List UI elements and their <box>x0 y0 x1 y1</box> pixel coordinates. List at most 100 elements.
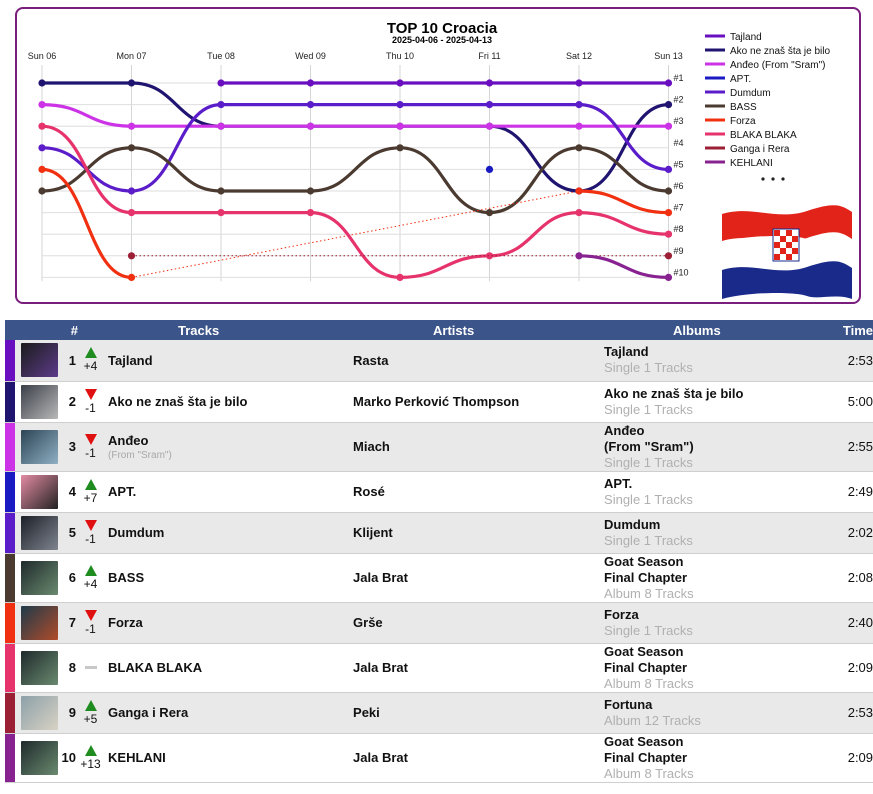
header-num: # <box>70 322 79 338</box>
rank-change-value: -1 <box>85 621 96 636</box>
x-tick-label: Sun 06 <box>28 51 57 61</box>
series-point <box>38 79 46 87</box>
track-title[interactable]: Tajland <box>108 352 153 368</box>
album-track-count: Single 1 Tracks <box>604 532 693 548</box>
album-cover-image[interactable] <box>21 695 58 730</box>
track-duration: 2:55 <box>847 439 873 454</box>
legend-label: Ako ne znaš šta je bilo <box>730 46 830 57</box>
rank-label: #2 <box>674 95 684 105</box>
series-point <box>396 273 404 281</box>
album-title-line[interactable]: (From "Sram") <box>604 438 694 454</box>
table-row[interactable]: 5 -1 Dumdum Klijent Dumdum Single 1 Tracks 2:0… <box>5 512 873 553</box>
album-cell: Ako ne znaš šta je bilo Single 1 Tracks <box>577 381 797 422</box>
album-track-count: Single 1 Tracks <box>604 622 693 638</box>
album-cover-image[interactable] <box>21 429 58 464</box>
track-title[interactable]: Forza <box>108 615 143 630</box>
series-point <box>38 165 46 173</box>
artist-name[interactable]: Peki <box>353 705 380 720</box>
table-row[interactable]: 2 -1 Ako ne znaš šta je bilo Marko Perković… <box>5 381 873 422</box>
album-title-line[interactable]: Fortuna <box>604 696 653 712</box>
rank-label: #4 <box>674 138 684 148</box>
album-title-line[interactable]: Goat Season <box>604 733 684 749</box>
artist-name[interactable]: Rosé <box>353 484 385 499</box>
album-title-line[interactable]: Goat Season <box>604 643 684 659</box>
track-title[interactable]: APT. <box>108 484 137 499</box>
album-cover-image[interactable] <box>21 515 58 550</box>
table-row[interactable]: 3 -1 Anđeo (From "Sram") Miach Anđeo (From "Sr… <box>5 422 873 471</box>
series-point <box>664 252 673 260</box>
header-time[interactable]: Time <box>842 322 873 338</box>
header-albums[interactable]: Albums <box>673 322 721 338</box>
series-line <box>577 189 671 215</box>
rank-position: 2 <box>68 394 77 409</box>
track-title[interactable]: BLAKA BLAKA <box>108 660 203 675</box>
track-title[interactable]: Ganga i Rera <box>108 705 189 720</box>
track-title[interactable]: Dumdum <box>108 525 165 540</box>
table-header: # Tracks Artists Albums Time <box>5 320 873 340</box>
rank-label: #3 <box>674 116 684 126</box>
tracks-table: # Tracks Artists Albums Time 1 +4 Tajland R… <box>5 320 873 783</box>
series-point <box>664 79 673 87</box>
series-point <box>485 165 494 173</box>
legend-label: Dumdum <box>730 88 771 99</box>
album-title-line[interactable]: Forza <box>604 606 639 622</box>
header-tracks[interactable]: Tracks <box>178 322 220 338</box>
header-artists[interactable]: Artists <box>433 322 475 338</box>
x-tick-label: Tue 08 <box>207 51 235 61</box>
album-cover-image[interactable] <box>21 384 58 419</box>
x-tick-label: Mon 07 <box>116 51 146 61</box>
album-cover-image[interactable] <box>21 560 58 595</box>
rank-change-value: +13 <box>80 756 101 771</box>
row-color-strip <box>5 381 15 422</box>
table-row[interactable]: 8 BLAKA BLAKA Jala Brat Goat Season Final Ch… <box>5 643 873 692</box>
album-title-line[interactable]: Dumdum <box>604 516 661 532</box>
album-title-line[interactable]: Final Chapter <box>604 569 688 585</box>
album-title-line[interactable]: Final Chapter <box>604 749 688 765</box>
cover-cell <box>15 340 58 381</box>
album-title-line[interactable]: Final Chapter <box>604 659 688 675</box>
track-title[interactable]: Anđeo <box>108 432 149 448</box>
legend-label: Anđeo (From "Sram") <box>730 60 825 71</box>
rank-change-value: +7 <box>83 490 98 505</box>
artist-name[interactable]: Jala Brat <box>353 750 408 765</box>
series-point <box>664 122 673 130</box>
rank-change-value: -1 <box>85 531 96 546</box>
series-point <box>306 209 315 217</box>
series-point <box>485 252 494 260</box>
flag-blue-stripe <box>722 261 852 299</box>
album-cover-image[interactable] <box>21 343 58 378</box>
track-title[interactable]: Ako ne znaš šta je bilo <box>108 394 248 409</box>
album-title-line[interactable]: Goat Season <box>604 553 684 569</box>
table-row[interactable]: 10 +13 KEHLANI Jala Brat Goat Season Final Ch… <box>5 733 873 782</box>
album-cell: Goat Season Final Chapter Album 8 Tracks <box>577 643 797 692</box>
album-cover-image[interactable] <box>21 474 58 509</box>
album-cell: APT. Single 1 Tracks <box>577 471 797 512</box>
album-track-count: Album 8 Tracks <box>604 765 694 781</box>
artist-name[interactable]: Jala Brat <box>353 660 408 675</box>
artist-name[interactable]: Jala Brat <box>353 570 408 585</box>
album-title-line[interactable]: APT. <box>604 475 633 491</box>
artist-name[interactable]: Rasta <box>353 352 389 368</box>
track-title[interactable]: BASS <box>108 570 145 585</box>
table-row[interactable]: 7 -1 Forza Grše Forza Single 1 Tracks 2:40 <box>5 602 873 643</box>
album-cover-image[interactable] <box>21 605 58 640</box>
track-duration: 2:49 <box>847 484 873 499</box>
table-row[interactable]: 4 +7 APT. Rosé APT. Single 1 Tracks 2:49 <box>5 471 873 512</box>
artist-name[interactable]: Marko Perković Thompson <box>353 394 520 409</box>
album-title-line[interactable]: Tajland <box>604 344 649 360</box>
flag-red-stripe <box>722 205 852 242</box>
table-row[interactable]: 1 +4 Tajland Rasta Tajland Single 1 Tracks 2:5… <box>5 340 873 381</box>
table-row[interactable]: 9 +5 Ganga i Rera Peki Fortuna Album 12 Track… <box>5 692 873 733</box>
table-row[interactable]: 6 +4 BASS Jala Brat Goat Season Final Chapter… <box>5 553 873 602</box>
series-line <box>40 103 671 128</box>
artist-cell: Jala Brat <box>333 733 577 782</box>
artist-name[interactable]: Grše <box>353 615 383 630</box>
series-point <box>396 101 404 109</box>
artist-name[interactable]: Klijent <box>353 525 393 540</box>
album-cover-image[interactable] <box>21 650 58 685</box>
artist-name[interactable]: Miach <box>353 439 390 454</box>
track-title[interactable]: KEHLANI <box>108 750 166 765</box>
album-cover-image[interactable] <box>21 740 58 775</box>
album-title-line[interactable]: Anđeo <box>604 422 645 438</box>
album-title-line[interactable]: Ako ne znaš šta je bilo <box>604 385 744 401</box>
